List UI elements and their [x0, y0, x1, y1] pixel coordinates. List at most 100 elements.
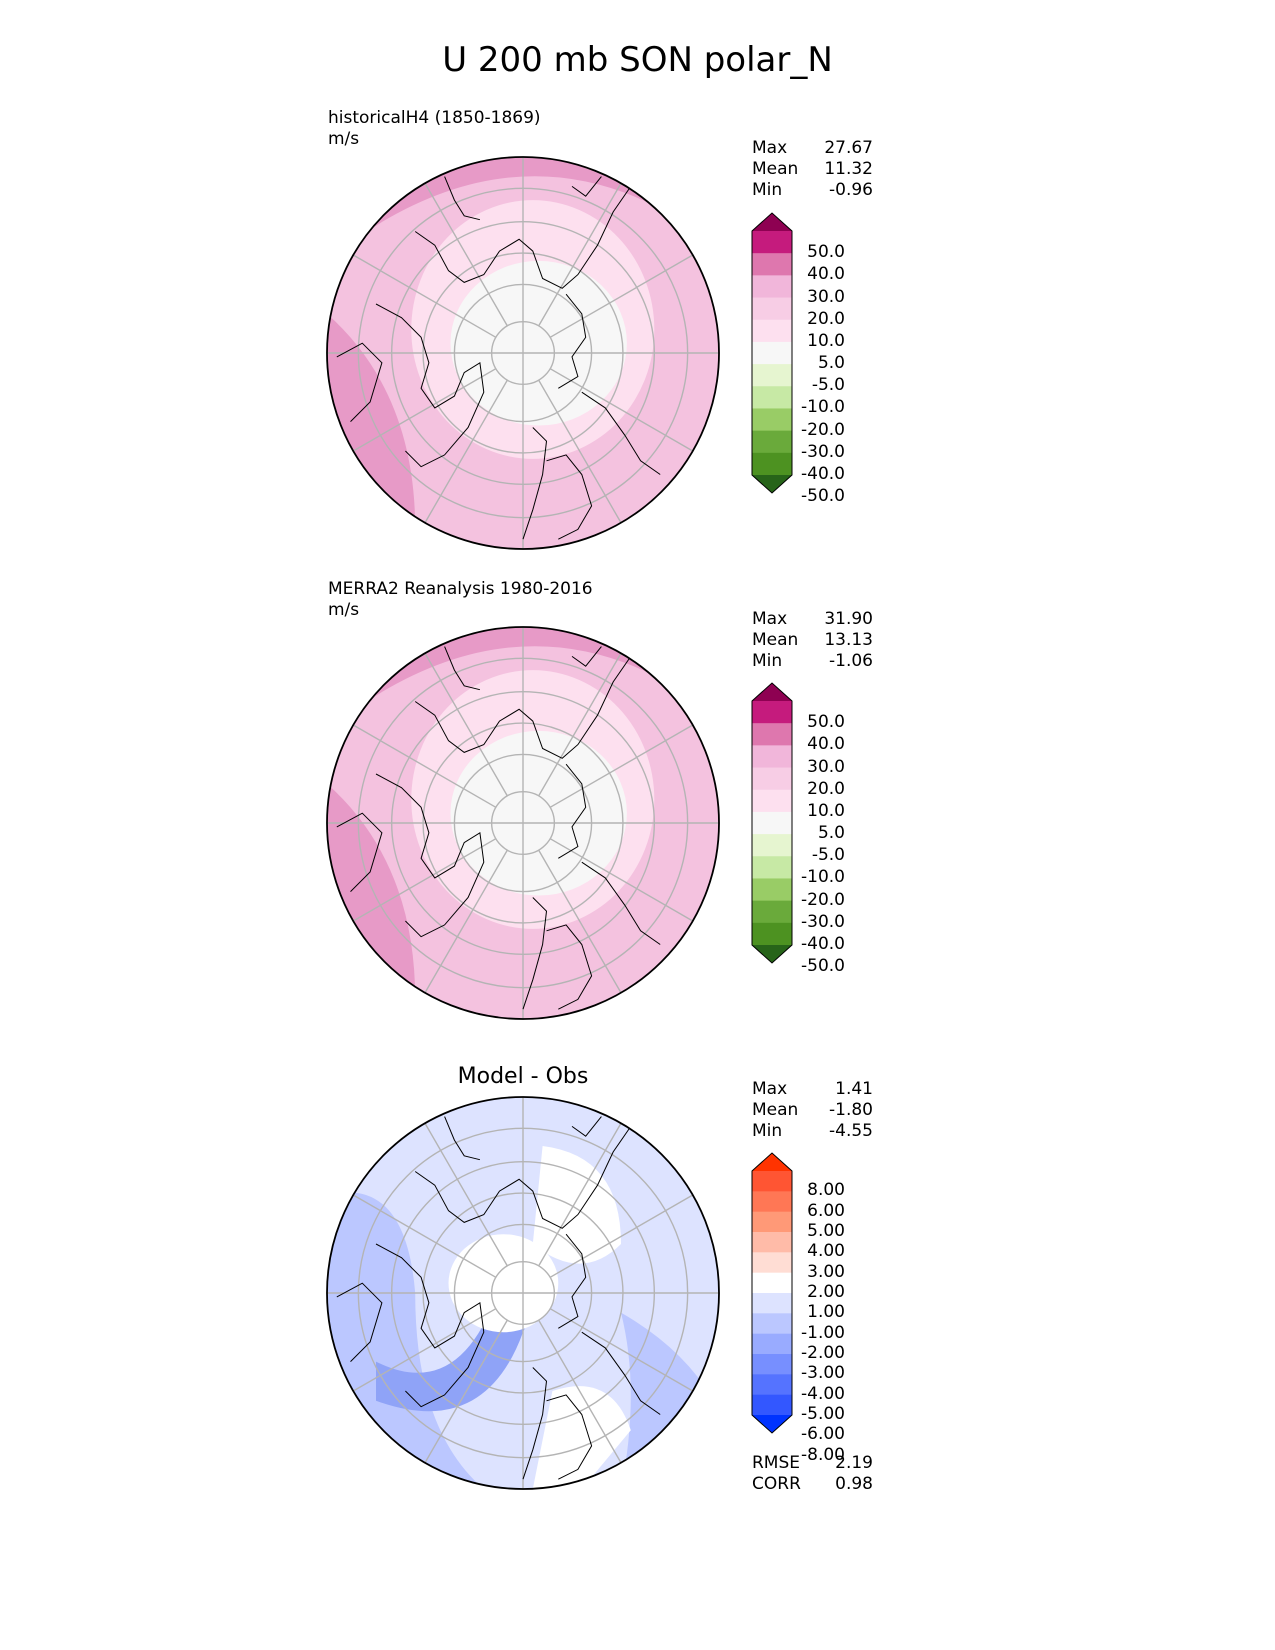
meridian-line — [549, 368, 694, 452]
meridian-line — [538, 1319, 622, 1464]
panel-3-max-label: Max — [752, 1079, 788, 1099]
colorbar-outline — [751, 682, 793, 964]
colorbar-tick-label: -20.0 — [801, 419, 845, 440]
colorbar-segment — [752, 922, 792, 946]
colorbar-tick-label: -50.0 — [801, 486, 845, 507]
panel-1-min-label: Min — [752, 180, 783, 200]
meridian-line — [549, 724, 694, 808]
colorbar-tick-label: -5.00 — [801, 1404, 845, 1424]
panel-1-min-value: -0.96 — [829, 180, 873, 200]
colorbar-tick-label: 50.0 — [807, 712, 845, 733]
colorbar-segment — [752, 1333, 792, 1355]
coastline — [522, 1367, 548, 1480]
meridian-line — [424, 1122, 508, 1267]
panel-3-rmse-label: RMSE — [752, 1453, 801, 1473]
colorbar-tick-label: -10.0 — [801, 397, 845, 418]
coastline — [571, 1116, 602, 1137]
colorbar-segment — [752, 452, 792, 476]
colorbar-segment — [752, 1374, 792, 1396]
colorbar-extend-top — [752, 1153, 792, 1171]
panel-3-rmse-value: 2.19 — [835, 1453, 873, 1473]
coastline — [558, 1233, 587, 1329]
meridian-line — [352, 724, 497, 808]
panel-1-mean-label: Mean — [752, 159, 799, 179]
colorbar-tick-label: 20.0 — [807, 308, 845, 329]
meridian-line — [424, 849, 508, 994]
colorbar-extend-top — [752, 683, 792, 701]
colorbar-tick-label: -30.0 — [801, 441, 845, 462]
meridian-line — [538, 1122, 622, 1267]
colorbar-tick-label: -8.00 — [801, 1444, 845, 1465]
colorbar-tick-label: -50.0 — [801, 956, 845, 977]
colorbar-tick-label: 6.00 — [807, 1200, 845, 1221]
meridian-line — [424, 182, 508, 327]
colorbar-tick-label: 20.0 — [807, 778, 845, 799]
colorbar-tick-label: -10.0 — [801, 867, 845, 888]
panel-1-max-value: 27.67 — [824, 138, 873, 158]
figure-title: U 200 mb SON polar_N — [442, 40, 833, 80]
coastline — [414, 186, 632, 289]
colorbar-segment — [752, 745, 792, 769]
panel-2-min-value: -1.06 — [829, 651, 873, 671]
panel-1-max-label: Max — [752, 138, 788, 158]
panel-3-title: Model - Obs — [457, 1064, 589, 1089]
colorbar-tick-label: 40.0 — [807, 264, 845, 285]
colorbar-segment — [752, 319, 792, 343]
map-boundary — [326, 626, 720, 1020]
meridian-line — [549, 1308, 694, 1392]
panel-1-units: m/s — [328, 129, 360, 149]
meridian-line — [424, 379, 508, 524]
meridian-line — [424, 1319, 508, 1464]
colorbar-outline — [751, 212, 793, 494]
field-neutral-polar — [448, 1234, 559, 1333]
colorbar-segment — [752, 1313, 792, 1335]
field-neutral-pacific — [532, 1146, 621, 1264]
meridian-line — [538, 379, 622, 524]
meridian-line — [549, 838, 694, 922]
colorbar-tick-label: 1.00 — [807, 1302, 845, 1323]
coastline — [571, 176, 602, 197]
coastline — [558, 763, 587, 859]
colorbar-segment — [752, 341, 792, 365]
coastline — [375, 773, 485, 938]
colorbar-tick-label: -30.0 — [801, 911, 845, 932]
map-boundary — [326, 156, 720, 550]
field-neutral-asia — [532, 1386, 631, 1489]
colorbar-tick-label: -6.00 — [801, 1424, 845, 1445]
coastline — [522, 897, 548, 1010]
colorbar-segment — [752, 1191, 792, 1213]
colorbar-segment — [752, 1232, 792, 1253]
colorbar-segment — [752, 789, 792, 813]
colorbar-tick-label: -20.0 — [801, 889, 845, 910]
panel-3-min-value: -4.55 — [829, 1121, 873, 1141]
colorbar-tick-label: 40.0 — [807, 734, 845, 755]
colorbar-tick-label: 30.0 — [807, 756, 845, 777]
colorbar-segment — [752, 701, 792, 724]
coastline — [558, 293, 587, 389]
colorbar-tick-label: -5.0 — [811, 375, 845, 396]
map-field — [327, 627, 719, 1019]
meridian-line — [424, 652, 508, 797]
meridian-line — [352, 368, 497, 452]
coastline — [336, 342, 383, 422]
panel-3-mean-label: Mean — [752, 1100, 799, 1120]
coastline — [581, 391, 661, 475]
colorbar-tick-label: -4.00 — [801, 1383, 845, 1404]
colorbar-segment — [752, 253, 792, 276]
colorbar-segment — [752, 231, 792, 254]
panel-1-mean-value: 11.32 — [824, 159, 873, 179]
panel-2-max-value: 31.90 — [824, 609, 873, 629]
colorbar-segment — [752, 1293, 792, 1314]
colorbar-tick-label: -3.00 — [801, 1363, 845, 1384]
colorbar-tick-label: 2.00 — [807, 1282, 845, 1302]
colorbar-tick-label: 5.0 — [817, 823, 845, 844]
colorbar-tick-label: -40.0 — [801, 934, 845, 954]
coastline — [444, 1116, 481, 1161]
meridian-line — [538, 182, 622, 327]
panel-3-max-value: 1.41 — [835, 1079, 873, 1099]
